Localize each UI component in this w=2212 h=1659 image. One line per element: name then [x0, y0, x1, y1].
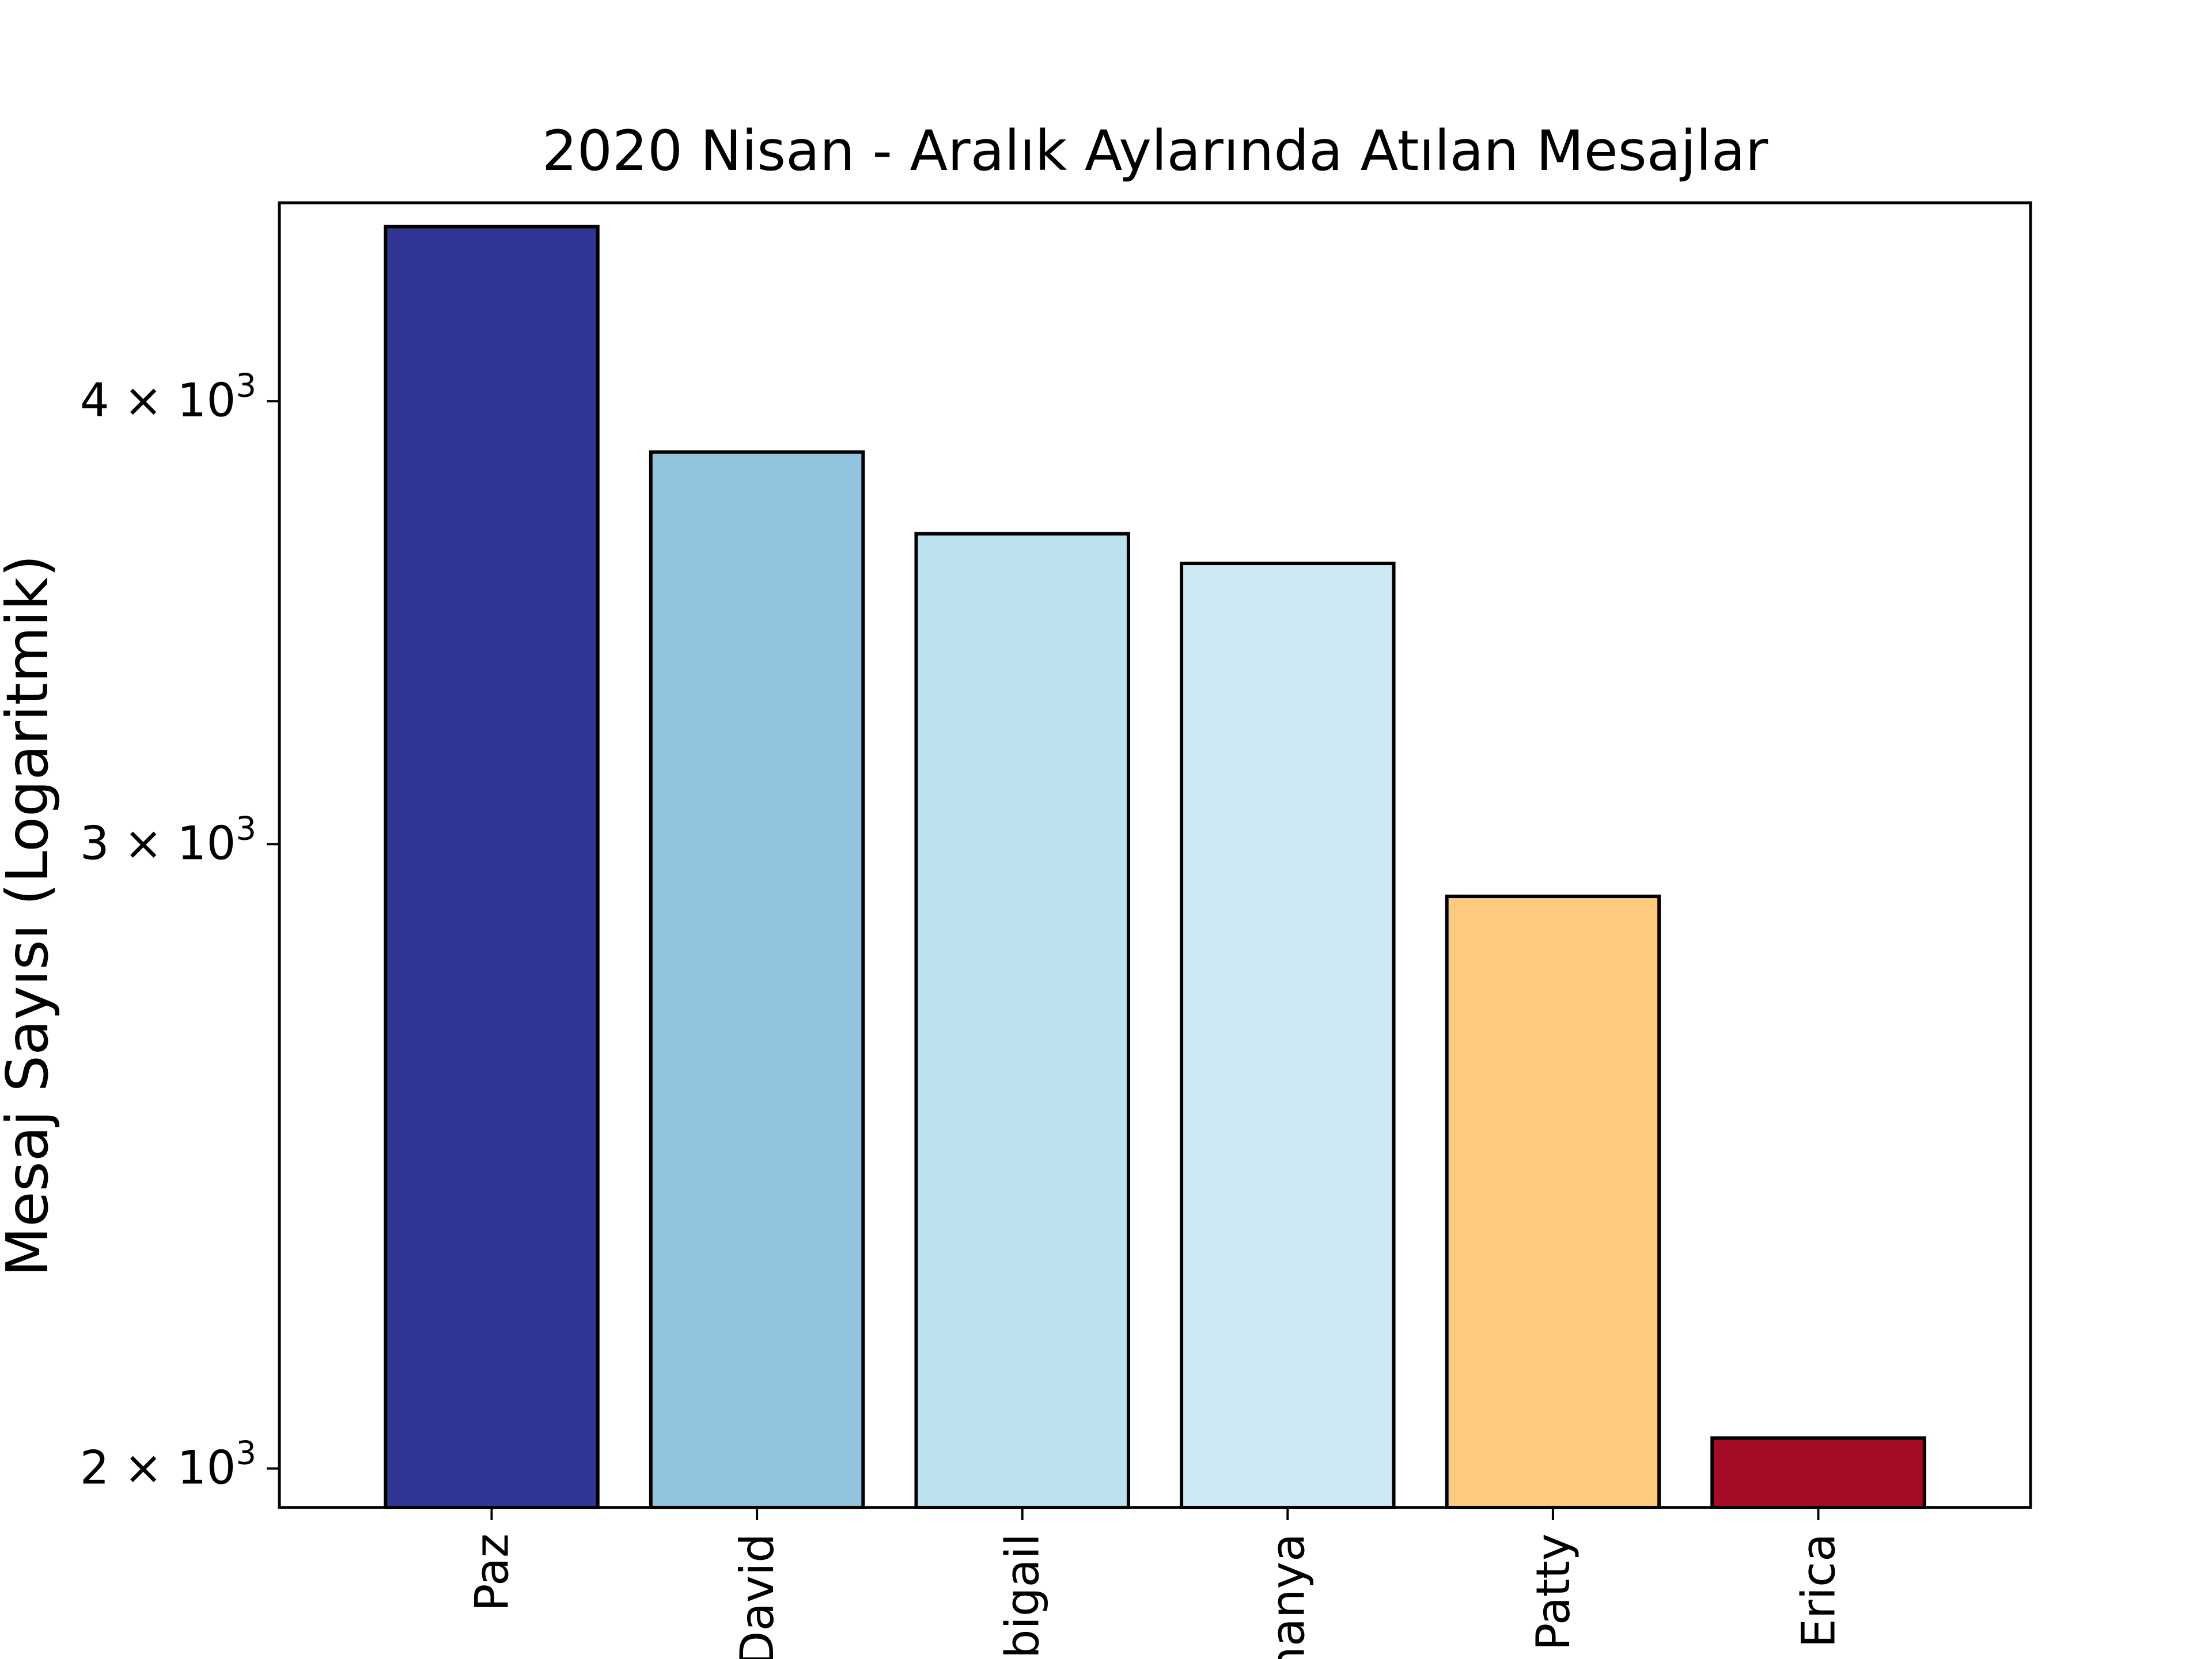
bar-erica [1710, 1436, 1926, 1509]
bars-layer [384, 225, 1926, 1510]
y-axis-label: Mesaj Sayısı (Logaritmik) [0, 555, 61, 1277]
bar-paz [384, 225, 600, 1510]
plot-frame [278, 201, 2032, 1509]
y-tick-label: 2 × 103 [80, 1434, 256, 1494]
x-tick-label: Paz [465, 1533, 518, 1612]
x-tick-label: Patty [1527, 1533, 1580, 1651]
y-tick-label: 3 × 103 [80, 810, 256, 870]
chart-title: 2020 Nisan - Aralık Aylarında Atılan Mes… [542, 119, 1768, 183]
x-tick-label: Shanya [1261, 1533, 1315, 1659]
bar-abigail [914, 532, 1130, 1509]
bar-david [649, 450, 865, 1509]
x-tick-label: Abigail [996, 1533, 1050, 1659]
y-tick-label: 4 × 103 [80, 367, 256, 427]
bar-patty [1445, 895, 1661, 1509]
ticks-layer: Paz David Abigail Shanya Patty Erica 2 × 103 3 … [80, 367, 1846, 1659]
bar-shanya [1180, 562, 1396, 1509]
x-tick-label: Erica [1792, 1533, 1846, 1648]
x-tick-label: David [730, 1533, 784, 1659]
